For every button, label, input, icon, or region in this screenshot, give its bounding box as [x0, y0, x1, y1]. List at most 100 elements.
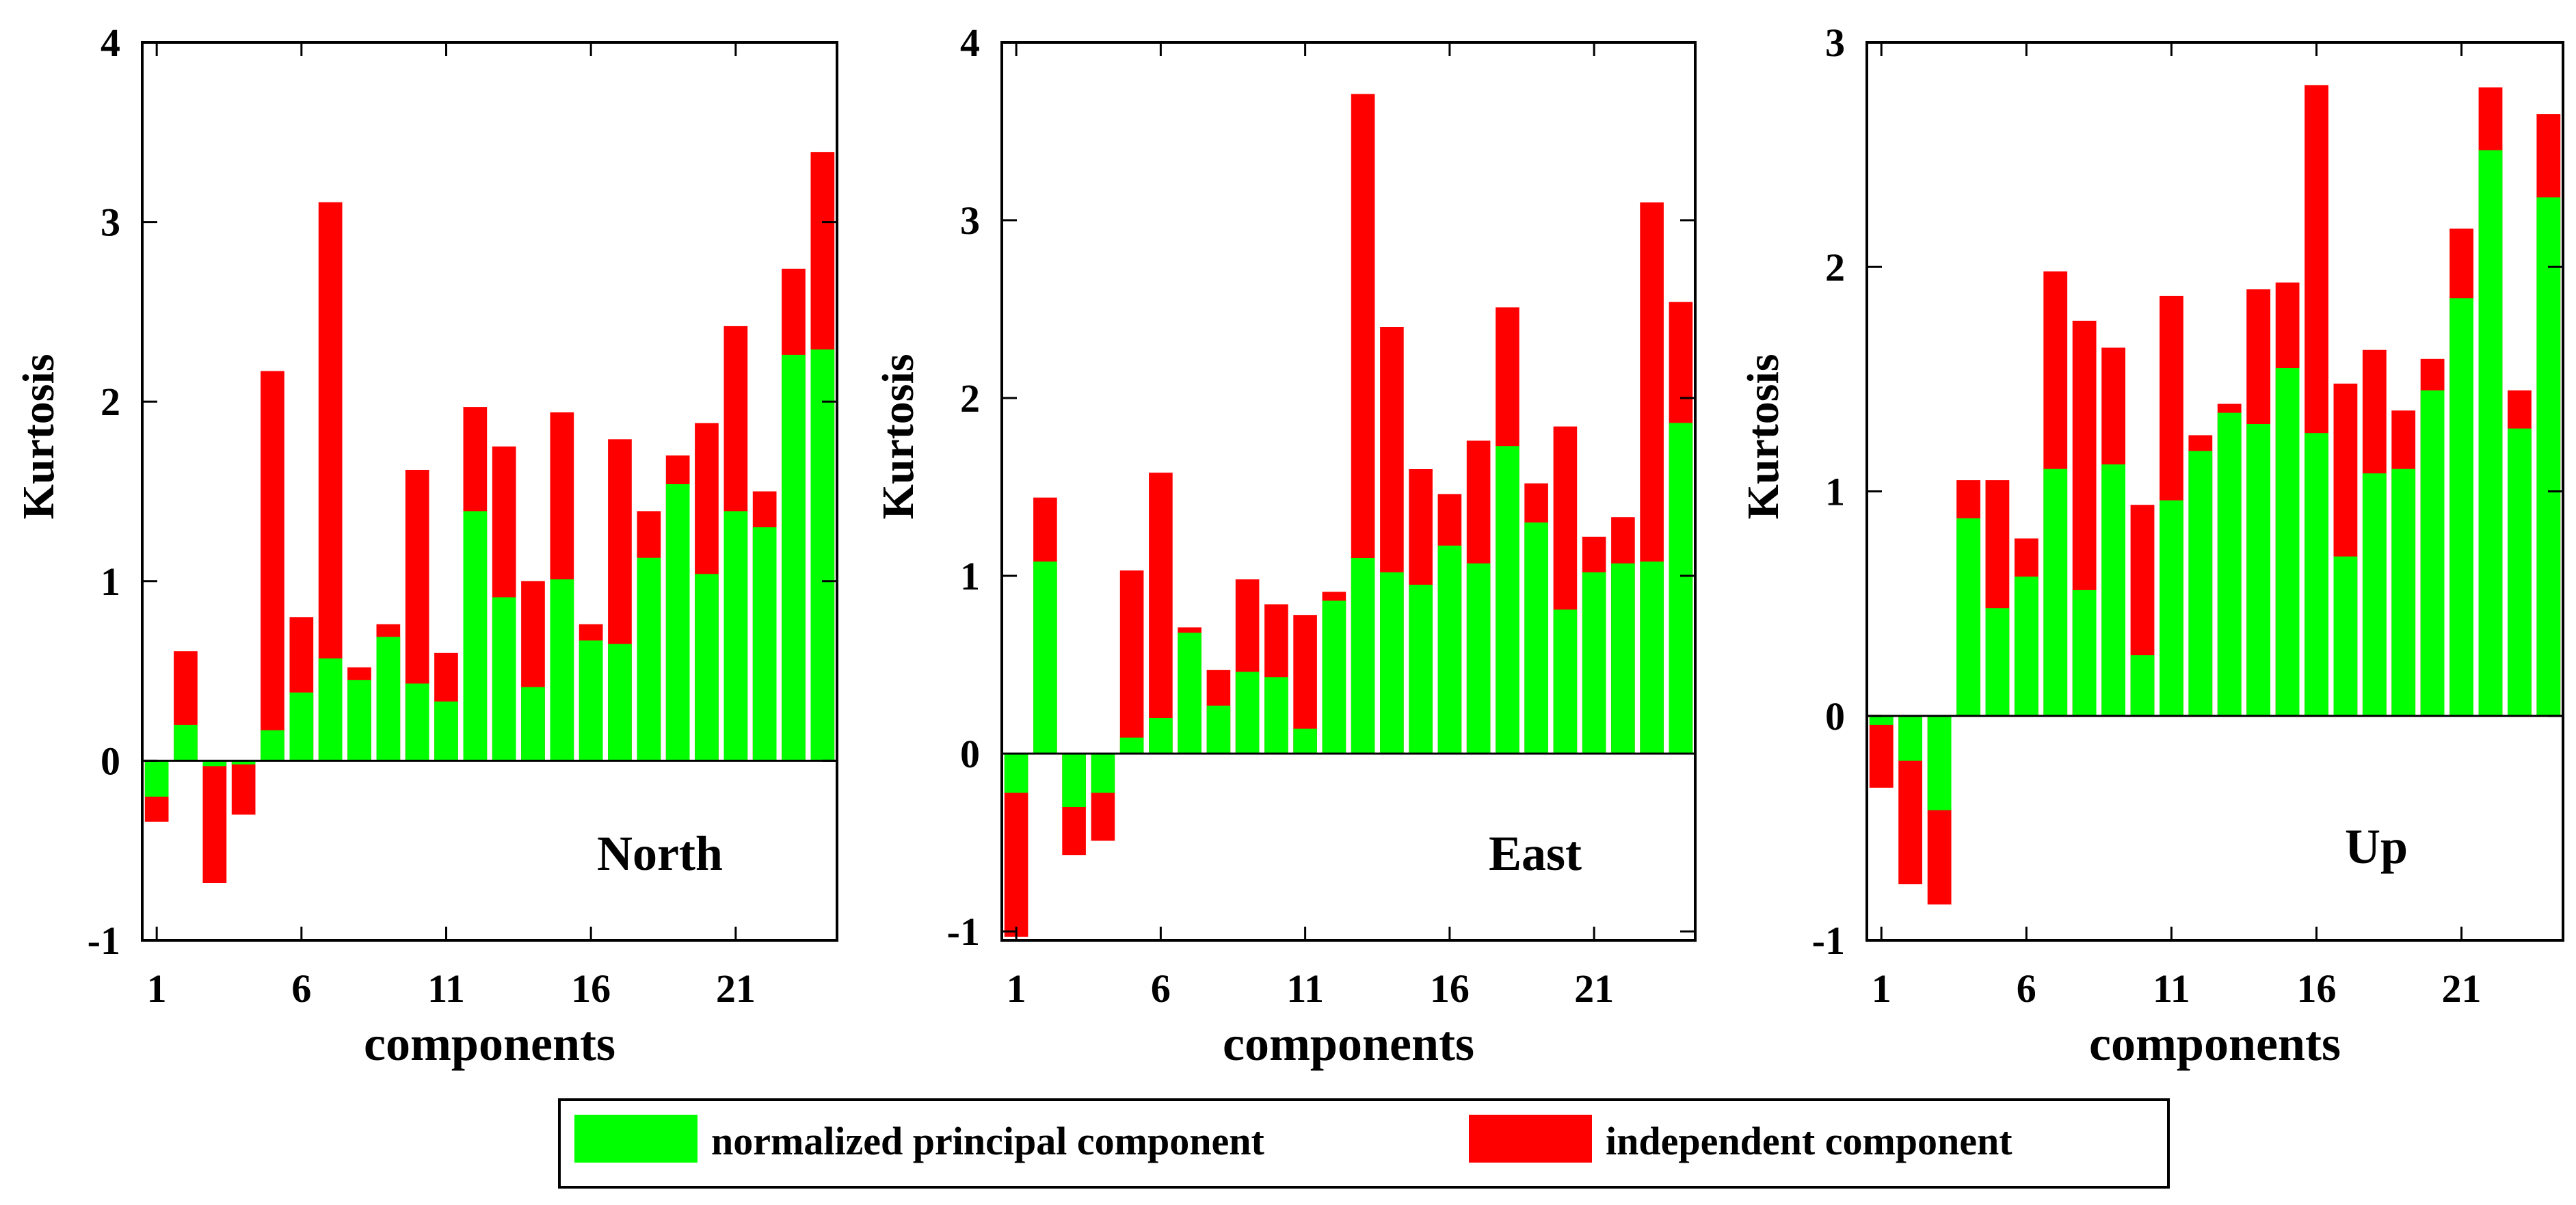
principal-bar-14 — [521, 687, 545, 761]
principal-bar-20 — [2420, 390, 2445, 716]
principal-bar-15 — [2275, 368, 2300, 716]
principal-bar-3 — [1062, 754, 1086, 807]
principal-bar-10 — [1264, 677, 1288, 754]
principal-bar-3 — [1927, 715, 1952, 810]
principal-bar-7 — [318, 658, 343, 761]
y-tick-label: 3 — [960, 198, 980, 243]
principal-bar-21 — [723, 511, 748, 761]
x-tick-label: 6 — [291, 966, 311, 1011]
x-tick-label: 1 — [147, 966, 167, 1011]
principal-bar-4 — [1091, 754, 1115, 793]
principal-bar-11 — [2160, 500, 2183, 716]
y-axis-label: Kurtosis — [14, 354, 64, 519]
principal-bar-9 — [376, 637, 401, 761]
x-tick-label: 6 — [1151, 966, 1171, 1011]
principal-bar-14 — [1380, 572, 1404, 754]
principal-bar-4 — [1956, 518, 1980, 716]
principal-bar-18 — [2362, 473, 2387, 716]
principal-bar-24 — [2536, 197, 2561, 716]
principal-bar-21 — [1582, 572, 1606, 754]
principal-bar-11 — [434, 701, 458, 761]
y-tick-label: -1 — [1812, 918, 1845, 963]
principal-bar-5 — [1985, 608, 2010, 716]
legend: normalized principal component independe… — [558, 1098, 2170, 1189]
principal-bar-19 — [1524, 522, 1548, 754]
principal-bar-22 — [752, 527, 777, 761]
principal-bar-16 — [579, 640, 603, 761]
principal-bar-23 — [782, 354, 806, 761]
principal-bar-10 — [405, 683, 429, 761]
principal-bar-1 — [1869, 715, 1894, 725]
y-tick-label: 0 — [1825, 694, 1845, 739]
principal-bar-6 — [289, 692, 314, 761]
principal-bar-7 — [1178, 633, 1201, 754]
x-tick-label: 6 — [2017, 966, 2036, 1011]
principal-bar-5 — [261, 730, 284, 761]
principal-bar-18 — [637, 557, 661, 761]
principal-bar-1 — [1004, 754, 1028, 793]
principal-bar-24 — [810, 349, 835, 761]
principal-bar-17 — [608, 644, 632, 761]
principal-bar-12 — [463, 511, 488, 761]
principal-bar-8 — [347, 680, 371, 761]
principal-bar-12 — [2188, 451, 2213, 716]
x-tick-label: 21 — [716, 966, 756, 1011]
x-axis-label: components — [1223, 1016, 1474, 1071]
principal-bar-16 — [1437, 545, 1462, 754]
principal-bar-14 — [2246, 424, 2270, 716]
principal-bar-11 — [1293, 728, 1317, 754]
x-tick-label: 1 — [1872, 966, 1891, 1011]
principal-bar-3 — [202, 760, 227, 767]
legend-label-principal: normalized principal component — [711, 1119, 1264, 1163]
principal-bar-23 — [2508, 428, 2532, 716]
principal-bar-2 — [1033, 561, 1057, 754]
legend-swatch-principal — [574, 1115, 698, 1163]
independent-bar-4 — [231, 760, 256, 815]
region-label: Up — [2345, 819, 2408, 874]
y-tick-label: 0 — [960, 732, 980, 776]
principal-bar-19 — [2391, 468, 2416, 716]
y-tick-label: -1 — [947, 910, 980, 954]
y-tick-label: 1 — [960, 554, 980, 598]
principal-bar-9 — [2101, 464, 2125, 716]
y-tick-label: 4 — [101, 21, 120, 65]
x-tick-label: 16 — [571, 966, 611, 1011]
principal-bar-2 — [174, 724, 198, 761]
principal-bar-13 — [1351, 558, 1375, 754]
independent-bar-5 — [1119, 570, 1144, 754]
principal-bar-5 — [1119, 737, 1144, 754]
x-tick-label: 11 — [427, 966, 465, 1011]
principal-bar-17 — [2333, 556, 2358, 716]
legend-swatch-independent — [1469, 1115, 1592, 1163]
x-axis-label: components — [364, 1016, 615, 1071]
principal-bar-13 — [2217, 412, 2242, 716]
principal-bar-24 — [1669, 423, 1693, 754]
y-tick-label: 2 — [1825, 245, 1845, 289]
principal-bar-8 — [2072, 590, 2097, 716]
principal-bar-12 — [1322, 600, 1346, 754]
independent-bar-1 — [1869, 715, 1894, 788]
x-tick-label: 1 — [1007, 966, 1026, 1011]
principal-bar-2 — [1898, 715, 1922, 761]
region-label: East — [1489, 826, 1582, 881]
principal-bar-23 — [1640, 561, 1664, 754]
y-tick-label: -1 — [88, 918, 120, 963]
plot-frame — [1000, 41, 1697, 942]
principal-bar-18 — [1496, 446, 1519, 754]
principal-bar-6 — [1149, 718, 1173, 754]
principal-bar-13 — [492, 597, 516, 761]
x-tick-label: 11 — [2153, 966, 2190, 1011]
principal-bar-7 — [2043, 468, 2068, 716]
principal-bar-16 — [2305, 433, 2328, 716]
principal-bar-20 — [695, 574, 719, 761]
y-tick-label: 2 — [101, 380, 120, 424]
y-tick-label: 0 — [101, 739, 120, 783]
principal-bar-15 — [1409, 585, 1433, 754]
x-tick-label: 21 — [2442, 966, 2482, 1011]
principal-bar-6 — [2014, 577, 2039, 716]
principal-bar-22 — [2478, 150, 2503, 716]
y-tick-label: 1 — [101, 559, 120, 604]
y-tick-label: 4 — [960, 21, 980, 65]
